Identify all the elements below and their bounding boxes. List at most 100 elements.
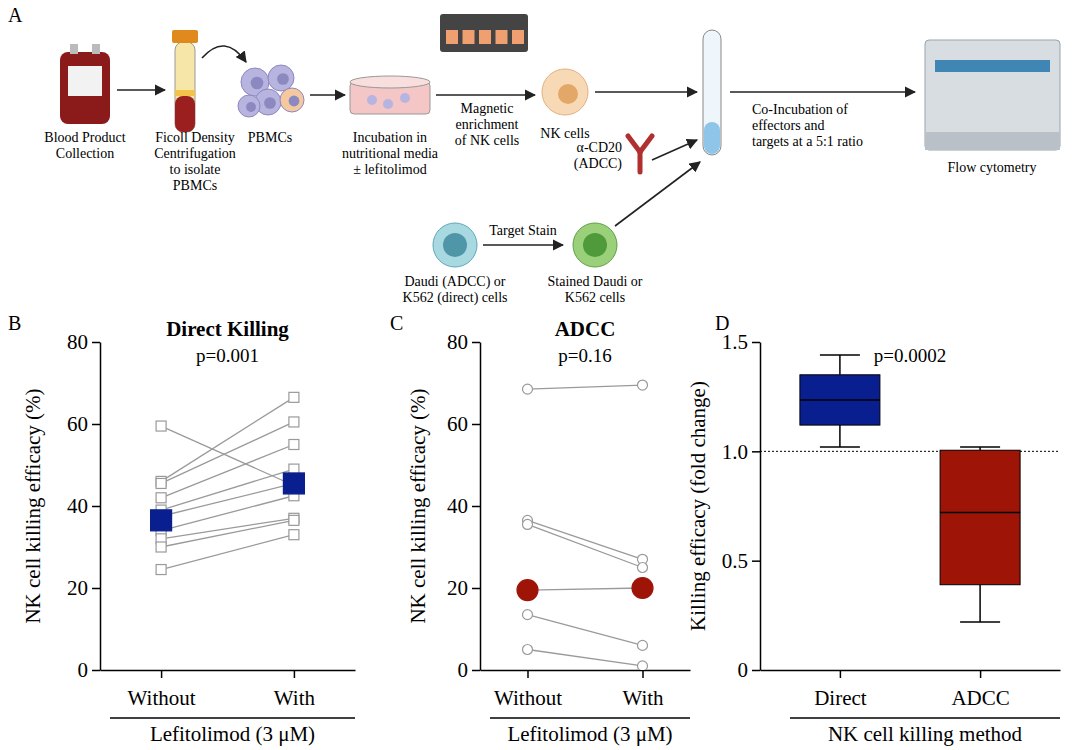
y-tick-mark	[92, 670, 100, 672]
y-tick-mark	[472, 342, 480, 344]
y-tick-label: 0	[458, 658, 469, 682]
node-label: of NK cells	[455, 133, 520, 148]
panel-c: C020406080WithoutWithLefitolimod (3 μM)N…	[390, 312, 691, 746]
y-tick-mark	[752, 560, 760, 562]
x-tick: ADCC	[951, 670, 1009, 710]
donor-point	[156, 542, 166, 552]
y-axis: 00.51.01.5	[722, 330, 761, 682]
y-axis-line	[760, 343, 762, 671]
donor-point	[638, 563, 648, 573]
donor-point	[522, 645, 532, 655]
node-label: Co-Incubation of	[752, 102, 848, 117]
y-tick-label: 40	[67, 494, 88, 518]
y-tick-label: 1.5	[722, 330, 748, 354]
y-tick-label: 40	[447, 494, 468, 518]
node-label: Ficoll Density	[155, 130, 235, 145]
donor-line	[527, 650, 642, 666]
arrow	[202, 46, 246, 62]
box	[940, 450, 1020, 584]
p-value: p=0.0002	[874, 345, 946, 366]
y-tick-label: 20	[67, 576, 88, 600]
node-label: ± lefitolimod	[353, 162, 426, 177]
median	[800, 399, 880, 401]
y-axis: 020406080	[447, 330, 481, 682]
node-label: targets at a 5:1 ratio	[752, 134, 863, 149]
y-tick-label: 0	[78, 658, 89, 682]
y-tick: 40	[67, 494, 100, 518]
donor-line	[161, 483, 294, 516]
y-tick-mark	[472, 670, 480, 672]
donor-line	[161, 520, 294, 547]
node-label: Centrifugation	[154, 146, 236, 161]
donor-line	[527, 385, 642, 389]
x-axis: WithoutWith	[481, 670, 691, 710]
y-tick-mark	[752, 342, 760, 344]
panel-a: ABlood ProductCollectionFicoll DensityCe…	[8, 4, 1060, 306]
cap-high	[960, 446, 1000, 448]
cytometer-base	[925, 132, 1060, 150]
blood-bag-tab	[92, 44, 100, 54]
x-tick: With	[622, 670, 664, 710]
y-tick-mark	[472, 424, 480, 426]
cap-low	[960, 621, 1000, 623]
cell	[400, 93, 410, 103]
donor-point	[289, 440, 299, 450]
arrow	[436, 94, 535, 96]
x-tick-label: Direct	[814, 686, 867, 710]
y-tick-mark	[92, 342, 100, 344]
y-tick-mark	[752, 670, 760, 672]
node-label: Magnetic	[461, 101, 514, 116]
node-label: enrichment	[456, 117, 519, 132]
donor-point	[638, 661, 648, 670]
donor-line	[161, 397, 294, 481]
x-axis-title: Lefitolimod (3 μM)	[150, 722, 315, 746]
y-tick: 60	[67, 412, 100, 436]
x-tick-label: With	[274, 686, 316, 710]
group-underline	[110, 717, 355, 719]
nk-cell	[542, 69, 588, 115]
panel-d: D00.51.01.5DirectADCCNK cell killing met…	[686, 312, 1061, 746]
x-tick-mark	[840, 670, 842, 678]
y-tick-label: 1.0	[722, 440, 748, 464]
node-label: nutritional media	[342, 146, 439, 161]
x-axis: WithoutWith	[101, 670, 356, 710]
node-label: Target Stain	[489, 223, 557, 238]
nucleus	[289, 96, 300, 107]
arrow	[730, 91, 915, 93]
donor-point	[522, 384, 532, 394]
donor-point	[638, 380, 648, 390]
chart-title: Direct Killing	[166, 317, 289, 341]
antibody	[640, 136, 652, 152]
x-tick-mark	[527, 670, 529, 678]
donor-point	[289, 392, 299, 402]
node-label: K562 cells	[565, 290, 625, 305]
donor-line	[161, 426, 294, 485]
panel-letter: B	[8, 312, 21, 334]
group-underline	[790, 717, 1060, 719]
y-tick-mark	[752, 451, 760, 453]
stained-cell	[573, 223, 617, 267]
panel-b: B020406080WithoutWithLefitolimod (3 μM)N…	[8, 312, 356, 746]
x-tick-mark	[161, 670, 163, 678]
summary-point	[283, 473, 304, 494]
antibody	[638, 152, 643, 172]
magnet-slot	[463, 30, 475, 44]
x-axis: Direct ADCC	[761, 670, 1061, 710]
node-label: PBMCs	[173, 178, 217, 193]
magnet	[440, 14, 528, 52]
summary-point	[517, 580, 538, 601]
magnet-slot	[446, 30, 458, 44]
plot-area	[151, 392, 305, 574]
y-tick: 0	[458, 658, 481, 682]
donor-point	[156, 493, 166, 503]
y-tick: 40	[447, 494, 480, 518]
node-label: Flow cytometry	[947, 160, 1036, 175]
y-tick-label: 60	[447, 412, 468, 436]
box	[800, 375, 880, 425]
y-tick-mark	[92, 424, 100, 426]
donor-point	[638, 640, 648, 650]
blood-bag-tab	[70, 44, 78, 54]
donor-point	[289, 530, 299, 540]
x-tick-mark	[980, 670, 982, 678]
donor-point	[522, 519, 532, 529]
